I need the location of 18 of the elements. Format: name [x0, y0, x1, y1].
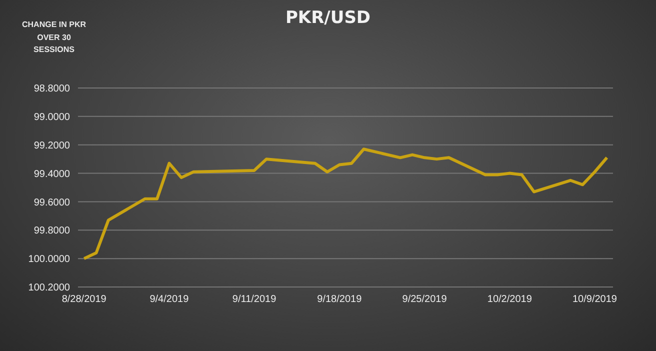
y-tick-label: 98.8000 — [34, 84, 70, 95]
x-tick-label: 10/9/2019 — [572, 294, 618, 306]
x-tick-label: 9/25/2019 — [402, 294, 448, 306]
x-tick-label: 9/11/2019 — [232, 294, 277, 306]
y-tick-label: 100.2000 — [28, 282, 70, 294]
text: CHANGE IN PKR OVER 30 SESSIONS — [22, 19, 86, 56]
x-tick-label: 8/28/2019 — [62, 294, 107, 306]
x-tick-label: 9/18/2019 — [317, 294, 362, 306]
chart-title: PKR/USD — [285, 8, 371, 28]
x-tick-label: 10/2/2019 — [487, 294, 532, 306]
x-tick-label: 9/4/2019 — [150, 294, 190, 306]
y-tick-label: 100.0000 — [28, 254, 70, 266]
y-tick-label: 99.2000 — [34, 140, 70, 152]
y-tick-label: 99.4000 — [34, 168, 70, 180]
y-tick-label: 99.0000 — [34, 112, 70, 123]
y-tick-label: 99.8000 — [34, 226, 70, 237]
line-series — [82, 148, 608, 260]
y-tick-label: 99.6000 — [34, 197, 70, 208]
